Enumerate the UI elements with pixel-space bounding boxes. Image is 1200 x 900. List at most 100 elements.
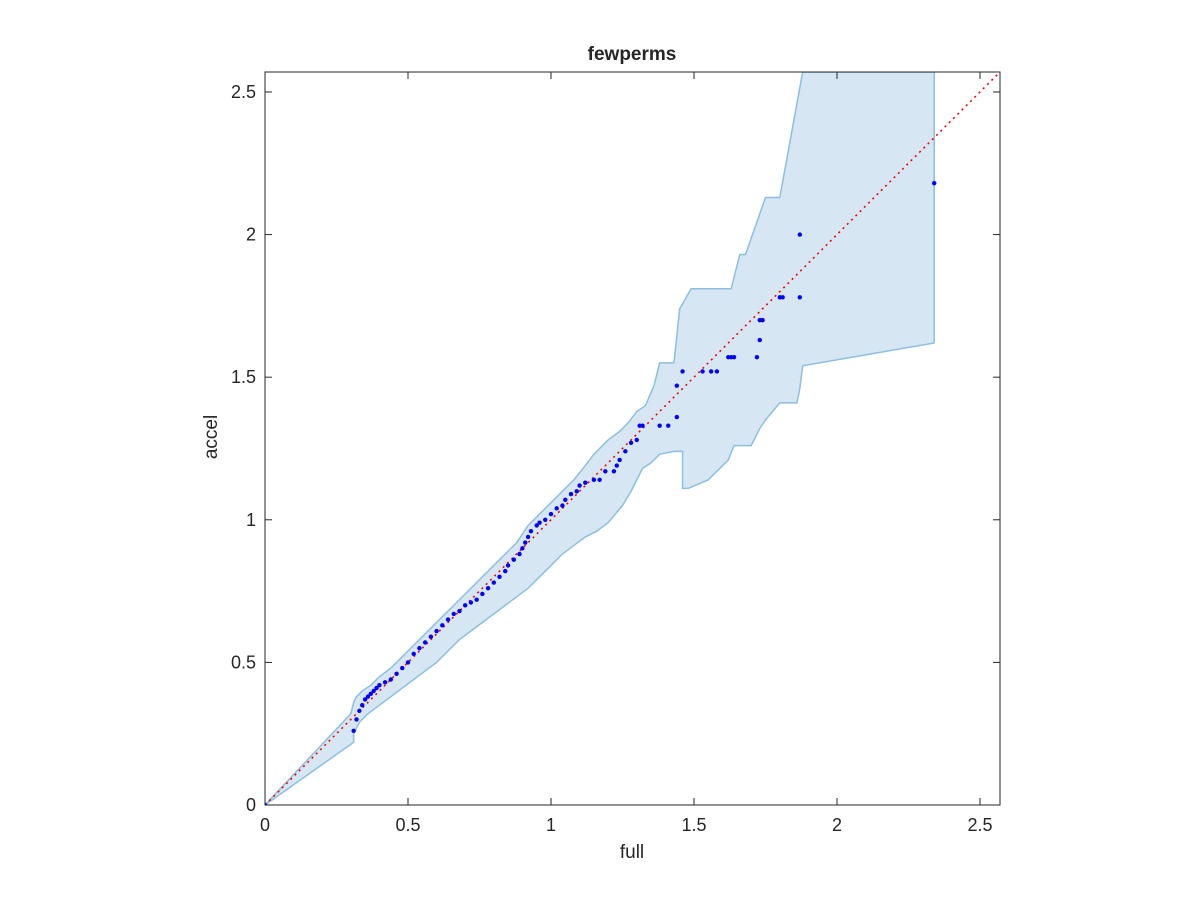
data-point — [563, 497, 568, 503]
data-point — [617, 457, 622, 463]
data-point — [554, 506, 559, 511]
data-point — [611, 469, 617, 474]
data-point — [623, 449, 628, 454]
data-point — [394, 671, 399, 677]
data-point — [708, 369, 714, 374]
data-point — [731, 355, 737, 360]
data-point — [440, 623, 445, 628]
data-point — [700, 369, 705, 374]
data-point — [757, 337, 762, 343]
data-point — [388, 677, 394, 682]
x-tick-label: 1.5 — [681, 815, 706, 835]
x-tick-label: 2.5 — [967, 815, 992, 835]
data-point — [480, 591, 485, 597]
data-point — [445, 617, 451, 622]
data-point — [560, 503, 565, 508]
data-point — [434, 628, 439, 634]
data-point — [797, 295, 803, 300]
data-point — [491, 580, 496, 585]
data-point — [422, 640, 428, 645]
y-tick-label: 2.5 — [231, 82, 256, 102]
data-point — [382, 680, 388, 685]
data-point — [374, 685, 379, 691]
data-point — [474, 597, 479, 602]
data-point — [503, 568, 508, 574]
x-tick-label: 2 — [832, 815, 842, 835]
data-point — [760, 317, 765, 323]
data-point — [591, 477, 597, 483]
data-point — [568, 491, 574, 497]
x-tick-label: 0 — [260, 815, 270, 835]
data-point — [365, 694, 371, 699]
data-point — [628, 440, 634, 445]
data-point — [583, 480, 588, 485]
data-point — [354, 717, 359, 722]
data-point — [362, 697, 368, 702]
data-point — [351, 728, 356, 734]
data-point — [614, 463, 619, 468]
data-point — [754, 355, 760, 360]
data-point — [411, 651, 416, 657]
data-point — [428, 634, 434, 639]
data-point — [357, 708, 362, 714]
data-point — [451, 611, 456, 617]
data-point — [714, 369, 720, 374]
data-point — [634, 437, 639, 443]
y-tick-label: 1 — [246, 510, 256, 530]
band-upper-edge — [265, 72, 935, 805]
data-point — [603, 469, 608, 474]
data-point — [400, 665, 405, 671]
data-point — [657, 423, 662, 428]
data-point — [457, 608, 462, 614]
data-point — [680, 369, 685, 374]
axes: 0 0.5 1 1.5 2 2.5 0 0.5 1 1.5 2 2.5 — [231, 71, 1001, 835]
data-point — [517, 551, 522, 557]
data-point — [666, 423, 671, 428]
data-point — [780, 295, 785, 300]
data-point — [371, 688, 376, 694]
plot-content — [265, 72, 1000, 805]
data-point — [468, 600, 474, 605]
data-point — [537, 520, 542, 525]
data-point — [674, 383, 680, 388]
data-point — [525, 534, 531, 540]
axes-box — [264, 71, 1001, 806]
y-tick-label: 0.5 — [231, 652, 256, 672]
data-point — [368, 691, 374, 696]
y-tick-label: 2 — [246, 225, 256, 245]
data-point — [417, 645, 422, 651]
band-lower-edge — [265, 342, 935, 805]
x-tick-label: 1 — [546, 815, 556, 835]
data-point — [577, 483, 582, 488]
plot-area — [265, 72, 1000, 805]
data-point — [597, 477, 602, 483]
data-point — [462, 603, 468, 608]
data-point — [932, 181, 937, 186]
y-axis-label: accel — [201, 415, 222, 459]
data-point — [505, 563, 511, 568]
data-point — [523, 540, 528, 545]
data-point — [674, 414, 680, 420]
data-point — [485, 586, 491, 591]
data-point — [797, 232, 803, 237]
confidence-band — [265, 72, 935, 805]
x-tick-label: 0.5 — [395, 815, 420, 835]
data-point — [548, 511, 554, 517]
data-point — [640, 423, 645, 428]
data-point — [574, 489, 579, 494]
reference-line — [265, 72, 1000, 805]
chart-title: fewperms — [588, 44, 677, 65]
data-point — [405, 660, 411, 665]
data-point — [543, 517, 548, 522]
x-axis-label: full — [620, 842, 644, 863]
data-point — [497, 574, 502, 580]
data-point — [377, 683, 382, 688]
data-point — [360, 702, 365, 708]
data-point — [534, 523, 539, 528]
data-point — [528, 528, 534, 534]
data-point — [520, 546, 525, 551]
data-point — [511, 557, 517, 562]
y-tick-label: 0 — [246, 795, 256, 815]
y-tick-label: 1.5 — [231, 367, 256, 387]
